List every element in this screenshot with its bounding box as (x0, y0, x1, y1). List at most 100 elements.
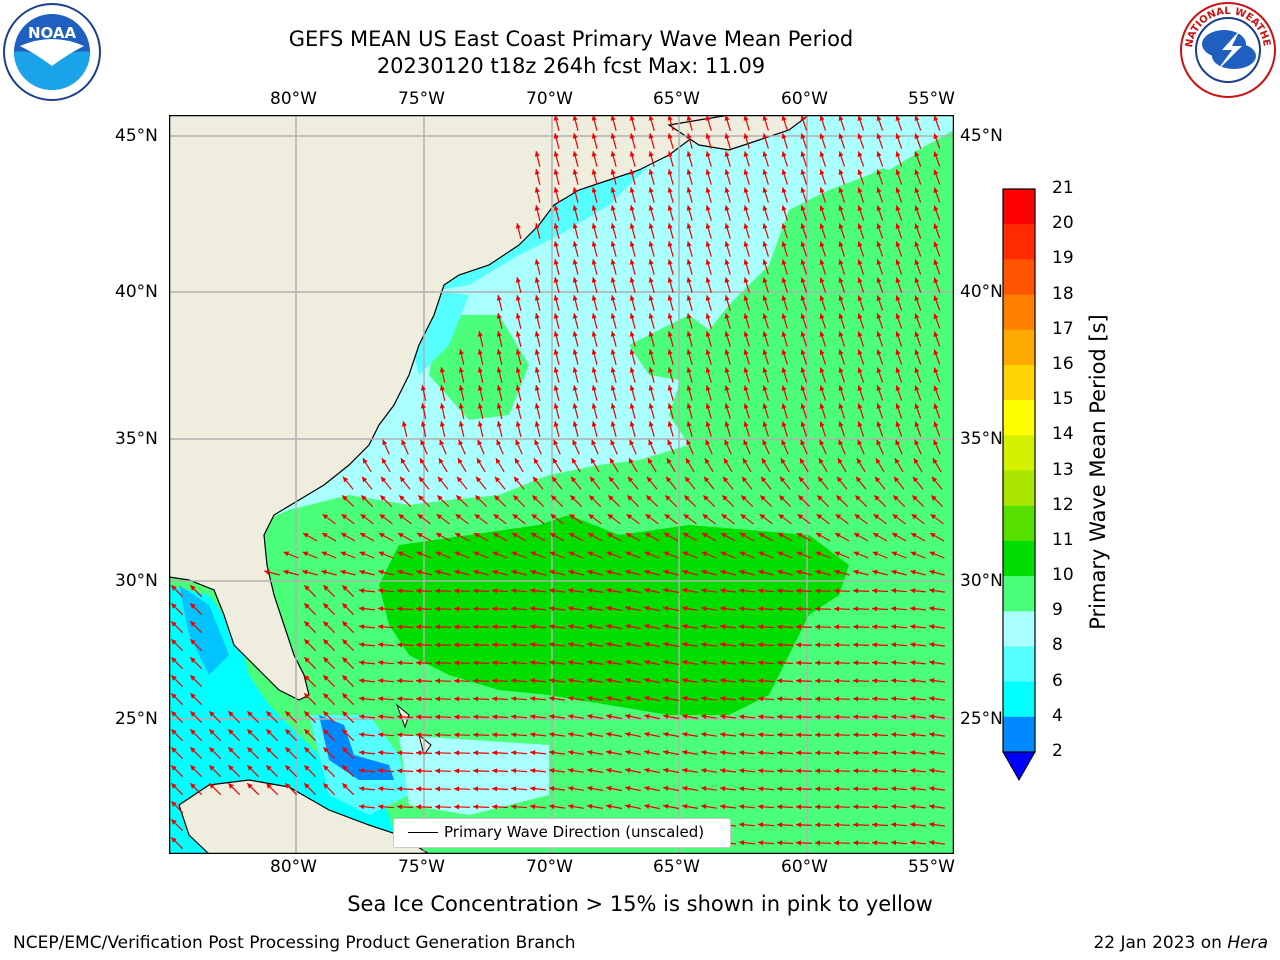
wave-arrow-head (438, 476, 444, 483)
wave-arrow-head (588, 533, 594, 538)
wave-arrow-head (416, 696, 422, 702)
wave-arrow-head (648, 115, 654, 121)
wave-arrow-head (553, 241, 559, 247)
wave-arrow-head (530, 750, 536, 756)
wave-arrow-head (492, 696, 498, 702)
chart-title-line1: GEFS MEAN US East Coast Primary Wave Mea… (288, 27, 854, 51)
wave-arrow-head (458, 421, 464, 427)
wave-arrow-head (910, 786, 916, 792)
wave-arrow-head (856, 476, 862, 483)
wave-arrow-head (724, 439, 730, 446)
wave-arrow-head (439, 403, 445, 409)
wave-arrow-head (549, 551, 556, 557)
wave-arrow-head (872, 732, 878, 738)
wave-arrow-head (724, 331, 730, 337)
wave-arrow-head (739, 660, 745, 666)
wave-arrow-head (780, 458, 786, 464)
wave-arrow-head (454, 768, 460, 774)
wave-arrow-head (853, 569, 859, 575)
wave-arrow-head (701, 551, 708, 557)
wave-arrow-head (209, 711, 215, 717)
wave-arrow-head (625, 623, 631, 629)
wave-arrow-head (304, 621, 310, 627)
wave-arrow-head (454, 696, 460, 702)
wave-arrow-head (454, 642, 460, 648)
wave-arrow-head (417, 514, 424, 520)
wave-arrow-head (762, 259, 768, 265)
wave-arrow-head (648, 187, 654, 193)
wave-arrow-head (435, 569, 441, 575)
wave-arrow-head (739, 678, 745, 684)
wave-arrow-head (853, 768, 859, 774)
wave-arrow-head (667, 403, 673, 409)
wave-arrow-head (853, 750, 859, 756)
map-legend: Primary Wave Direction (unscaled) (393, 818, 731, 848)
wave-arrow-head (815, 606, 821, 612)
wave-arrow-head (817, 495, 823, 501)
wave-arrow-head (815, 696, 821, 702)
wave-arrow-head (477, 385, 483, 391)
wave-arrow-head (416, 786, 422, 792)
wave-arrow-head (625, 605, 631, 611)
colorbar-segment (1003, 611, 1035, 647)
wave-arrow-head (743, 367, 749, 373)
wave-arrow-head (477, 349, 483, 355)
wave-arrow-head (645, 514, 652, 520)
wave-arrow-head (625, 767, 631, 773)
lat-label-right: 35°N (960, 429, 1003, 449)
wave-arrow-head (853, 786, 859, 792)
wave-arrow-head (552, 458, 558, 464)
wave-arrow-head (644, 569, 650, 575)
wave-arrow-head (857, 115, 863, 121)
wave-arrow-head (853, 642, 859, 648)
wave-arrow-head (834, 732, 840, 738)
wave-arrow-head (496, 313, 502, 319)
wave-arrow-head (190, 621, 196, 627)
wave-arrow-head (477, 439, 483, 446)
wave-arrow-head (895, 259, 901, 265)
wave-arrow-head (568, 714, 574, 720)
wave-arrow-head (569, 533, 575, 538)
wave-arrow-head (834, 750, 840, 756)
wave-arrow-head (534, 295, 540, 301)
wave-arrow-head (568, 678, 574, 684)
wave-arrow-head (417, 533, 423, 538)
wave-arrow-head (171, 711, 177, 717)
wave-arrow-head (857, 367, 863, 373)
wave-arrow-head (436, 533, 442, 538)
wave-arrow-head (549, 786, 555, 792)
wave-arrow-head (758, 768, 764, 774)
wave-arrow-head (323, 603, 329, 609)
wave-arrow-head (416, 678, 422, 684)
wave-arrow-head (857, 313, 863, 319)
wave-arrow-head (454, 714, 460, 720)
wave-arrow-head (781, 277, 787, 283)
wave-arrow-head (762, 151, 768, 157)
wave-arrow-head (815, 840, 821, 846)
wave-arrow-head (572, 277, 578, 283)
wave-arrow-head (496, 385, 502, 391)
wave-arrow-head (739, 624, 745, 630)
wave-arrow-head (359, 750, 365, 756)
wave-arrow-head (891, 551, 898, 557)
wave-arrow-head (359, 624, 365, 630)
wave-arrow-head (762, 205, 768, 211)
wave-arrow-head (743, 205, 749, 211)
wave-arrow-head (819, 115, 825, 121)
wave-arrow-head (609, 458, 615, 464)
wave-arrow-head (648, 349, 654, 355)
wave-arrow-head (171, 675, 177, 681)
colorbar-segment (1003, 716, 1035, 753)
wave-arrow-head (323, 747, 329, 753)
wave-arrow-head (873, 514, 880, 520)
wave-arrow-head (758, 786, 764, 792)
wave-arrow-head (686, 277, 692, 283)
wave-arrow-head (758, 678, 764, 684)
wave-arrow-head (397, 624, 403, 630)
wave-arrow-head (397, 786, 403, 792)
wave-arrow-head (705, 439, 711, 446)
wave-arrow-head (171, 837, 177, 843)
wave-arrow-head (800, 259, 806, 265)
wave-arrow-head (171, 639, 177, 645)
wave-arrow-head (686, 439, 692, 446)
